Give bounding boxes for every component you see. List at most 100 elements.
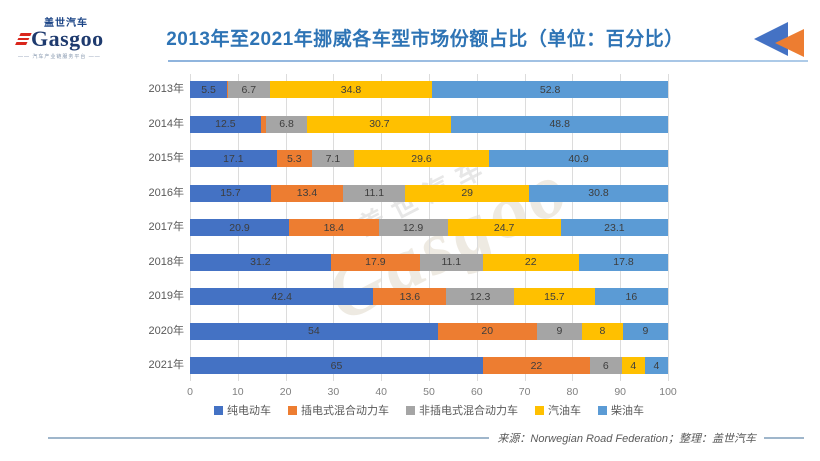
bar-segment: 6.8 [265,115,308,133]
gasgoo-logo: 盖世汽车 Gasgoo —— 汽车产业链服务平台 —— [15,14,128,60]
logo-tagline: —— 汽车产业链服务平台 —— [18,54,101,60]
bar-segment: 12.5 [190,115,261,133]
bar-segment: 6.7 [227,81,270,98]
x-axis-tick-label: 30 [327,386,340,398]
segment-value-label: 17.8 [613,256,634,268]
bar-segment: 12.9 [378,219,448,236]
segment-value-label: 29 [461,187,474,199]
logo-stripes-icon [15,33,32,45]
bar-segment: 48.8 [451,115,669,133]
legend-swatch-icon [598,405,607,415]
double-triangle-icon [754,22,806,60]
segment-value-label: 12.9 [402,221,424,234]
segment-value-label: 22 [530,359,543,372]
bar-segment: 17.9 [330,253,421,271]
legend-swatch-icon [406,405,415,415]
bar-segment [260,115,266,133]
segment-value-label: 4 [630,359,637,372]
segment-value-label: 40.9 [568,152,589,165]
x-axis-tick-label: 0 [187,386,193,398]
bar-segment: 30.8 [528,184,669,202]
segment-value-label: 12.3 [469,290,491,303]
segment-value-label: 7.1 [325,152,341,165]
x-axis-tick-label: 10 [231,386,244,398]
segment-value-label: 22 [524,256,537,268]
bar-segment: 17.8 [578,253,668,271]
segment-value-label: 30.8 [588,187,609,199]
bar-row: 5.5 6.7 34.8 52.8 [190,81,668,98]
legend-item: 插电式混合动力车 [288,402,389,418]
bar-segment: 6 [589,357,622,374]
legend-label: 插电式混合动力车 [301,405,389,417]
source-text: 来源：Norwegian Road Federation；整理：盖世汽车 [497,433,756,445]
logo-cn-text: 盖世汽车 [44,18,88,29]
bar-segment: 24.7 [447,219,561,236]
segment-value-label: 42.4 [271,290,292,303]
segment-value-label: 11.1 [364,187,385,199]
bar-segment: 20.9 [190,219,289,236]
bar-segment: 5.3 [276,150,312,167]
bar-row: 31.2 17.9 11.1 22 17.8 [190,253,668,271]
bar-segment [227,81,228,98]
segment-value-label: 17.9 [365,256,386,268]
x-axis-tick-label: 100 [659,386,677,398]
x-axis-ticks: 0 10 20 30 40 50 60 70 80 90 100 [187,386,677,400]
footer-divider-right [764,437,804,439]
bar-segment: 34.8 [269,81,433,98]
bar-segment: 23.1 [560,219,669,236]
segment-value-label: 18.4 [323,221,344,234]
segment-value-label: 29.6 [411,152,432,165]
bar-segment: 4 [644,357,668,374]
y-axis-label: 2020年 [148,324,184,337]
bar-segment: 30.7 [307,115,452,133]
bar-segment: 54 [190,322,438,340]
segment-value-label: 16 [625,290,638,303]
legend-label: 非插电式混合动力车 [419,405,518,417]
bar-row: 12.5 6.8 30.7 48.8 [190,115,669,133]
x-axis-tick-label: 60 [470,386,483,398]
segment-value-label: 15.7 [544,290,565,303]
title-underline [168,60,808,62]
segment-value-label: 65 [330,359,343,372]
legend-item: 非插电式混合动力车 [406,402,518,418]
x-axis-tick-label: 70 [518,386,531,398]
legend: 纯电动车 插电式混合动力车 非插电式混合动力车 汽油车 柴油车 [190,402,668,418]
bar-segment: 20 [437,322,537,340]
bar-row: 42.4 13.6 12.3 15.7 16 [190,288,668,305]
orange-triangle-icon [775,29,804,57]
segment-value-label: 6 [602,359,609,372]
legend-item: 纯电动车 [214,402,271,418]
segment-value-label: 20 [481,325,494,337]
legend-item: 汽油车 [535,402,581,418]
bar-segment: 17.1 [190,150,277,167]
bar-segment: 65 [190,357,483,374]
y-axis-labels: 2013年 2014年 2015年 2016年 2017年 2018年 2019年 2020年… [138,74,184,381]
segment-value-label: 5.5 [201,83,216,96]
footer: 来源：Norwegian Road Federation；整理：盖世汽车 [48,430,804,446]
bar-segment: 12.3 [446,288,514,305]
logo-main-row: Gasgoo [15,26,128,51]
y-axis-label: 2018年 [148,255,184,268]
segment-value-label: 13.4 [296,187,318,199]
bar-segment: 9 [536,322,583,340]
logo-cn-row: 盖世汽车 [18,14,128,29]
bar-row: 20.9 18.4 12.9 24.7 23.1 [190,219,669,236]
bar-segment: 18.4 [288,219,379,236]
segment-value-label: 17.1 [223,152,244,165]
segment-value-label: 8 [599,325,606,337]
x-axis-tick-label: 20 [279,386,292,398]
x-axis-tick-label: 50 [423,386,435,398]
y-axis-label: 2013年 [148,83,184,95]
bar-segment: 13.4 [270,184,344,202]
x-axis-tick-label: 80 [566,386,579,398]
bar-segment: 52.8 [432,81,668,98]
bar-segment: 4 [621,357,645,374]
segment-value-label: 52.8 [539,83,561,96]
logo-en-text: Gasgoo [31,26,104,51]
segment-value-label: 30.7 [369,118,390,130]
segment-value-label: 23.1 [604,221,625,234]
bar-segment: 15.7 [513,288,595,305]
gridline [668,74,669,381]
legend-label: 汽油车 [548,405,581,417]
